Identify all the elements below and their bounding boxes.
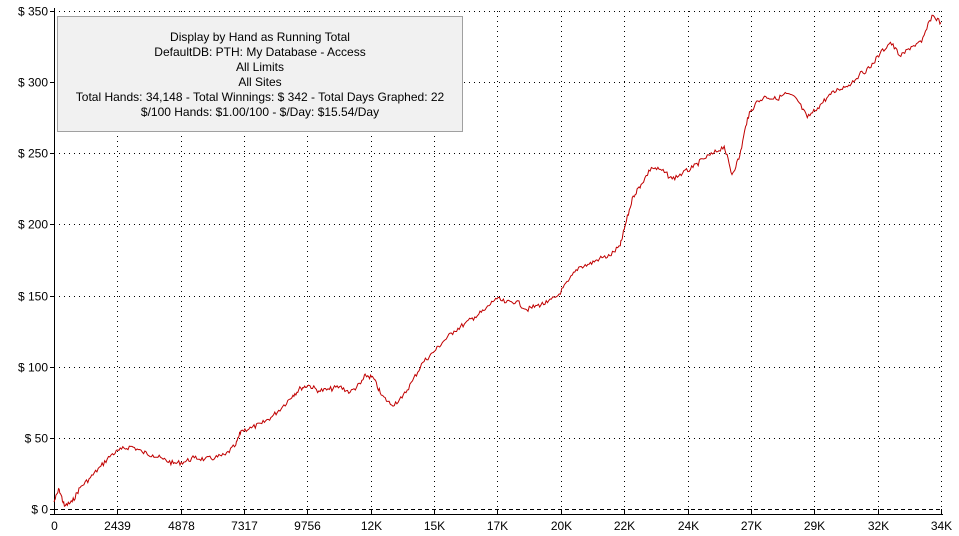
x-tick-label: 4878 xyxy=(168,519,195,533)
x-tick-label: 2439 xyxy=(104,519,131,533)
info-title: Display by Hand as Running Total xyxy=(170,30,350,44)
x-tick-labels: 0 2439 4878 7317 9756 12K 15K 17K 20K 22K 24K 27K 29… xyxy=(51,519,952,533)
x-tick-label: 15K xyxy=(424,519,445,533)
x-tick-label: 17K xyxy=(487,519,508,533)
x-tick-label: 29K xyxy=(804,519,825,533)
x-tick-label: 7317 xyxy=(231,519,258,533)
x-tick-label: 12K xyxy=(361,519,382,533)
grid-lines xyxy=(54,11,942,510)
y-tick-label: $ 100 xyxy=(18,361,48,375)
y-tick-label: $ 0 xyxy=(31,503,48,517)
x-tick-label: 9756 xyxy=(294,519,321,533)
info-box: Display by Hand as Running Total Default… xyxy=(57,16,463,132)
x-tick-label: 27K xyxy=(741,519,762,533)
x-tick-label: 32K xyxy=(868,519,889,533)
x-tick-label: 0 xyxy=(51,519,58,533)
info-totals: Total Hands: 34,148 - Total Winnings: $ … xyxy=(75,90,445,104)
y-tick-labels: $ 0 $ 50 $ 100 $ 150 $ 200 $ 250 $ 300 $ 350 xyxy=(18,5,48,517)
y-tick-label: $ 250 xyxy=(18,147,48,161)
axes xyxy=(50,8,943,515)
info-sites: All Sites xyxy=(238,75,282,89)
x-tick-label: 34K xyxy=(931,519,952,533)
y-tick-label: $ 50 xyxy=(25,432,49,446)
winnings-line xyxy=(53,14,942,508)
y-tick-label: $ 150 xyxy=(18,290,48,304)
x-tick-label: 20K xyxy=(551,519,572,533)
x-tick-label: 24K xyxy=(678,519,699,533)
info-rates: $/100 Hands: $1.00/100 - $/Day: $15.54/D… xyxy=(140,105,380,119)
info-database: DefaultDB: PTH: My Database - Access xyxy=(154,45,366,59)
y-tick-label: $ 200 xyxy=(18,218,48,232)
info-limits: All Limits xyxy=(235,60,284,74)
x-tick-label: 22K xyxy=(614,519,635,533)
y-tick-label: $ 350 xyxy=(18,5,48,19)
y-tick-label: $ 300 xyxy=(18,76,48,90)
